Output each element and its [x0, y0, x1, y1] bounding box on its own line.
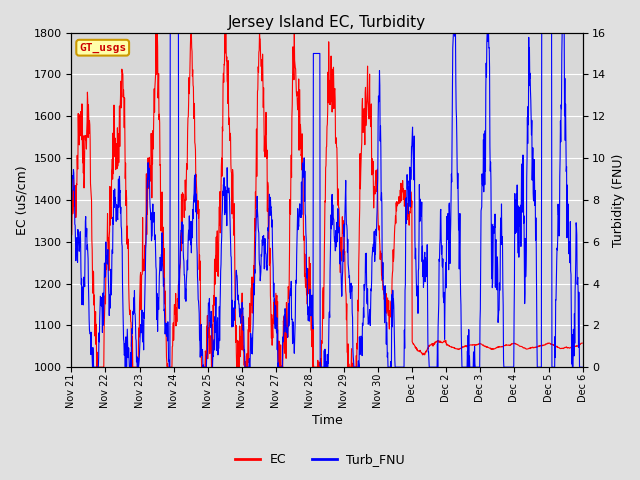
Y-axis label: Turbidity (FNU): Turbidity (FNU): [612, 153, 625, 247]
Text: GT_usgs: GT_usgs: [79, 43, 126, 53]
Legend: EC, Turb_FNU: EC, Turb_FNU: [230, 448, 410, 471]
Y-axis label: EC (uS/cm): EC (uS/cm): [15, 165, 28, 235]
X-axis label: Time: Time: [312, 414, 342, 427]
Title: Jersey Island EC, Turbidity: Jersey Island EC, Turbidity: [228, 15, 426, 30]
